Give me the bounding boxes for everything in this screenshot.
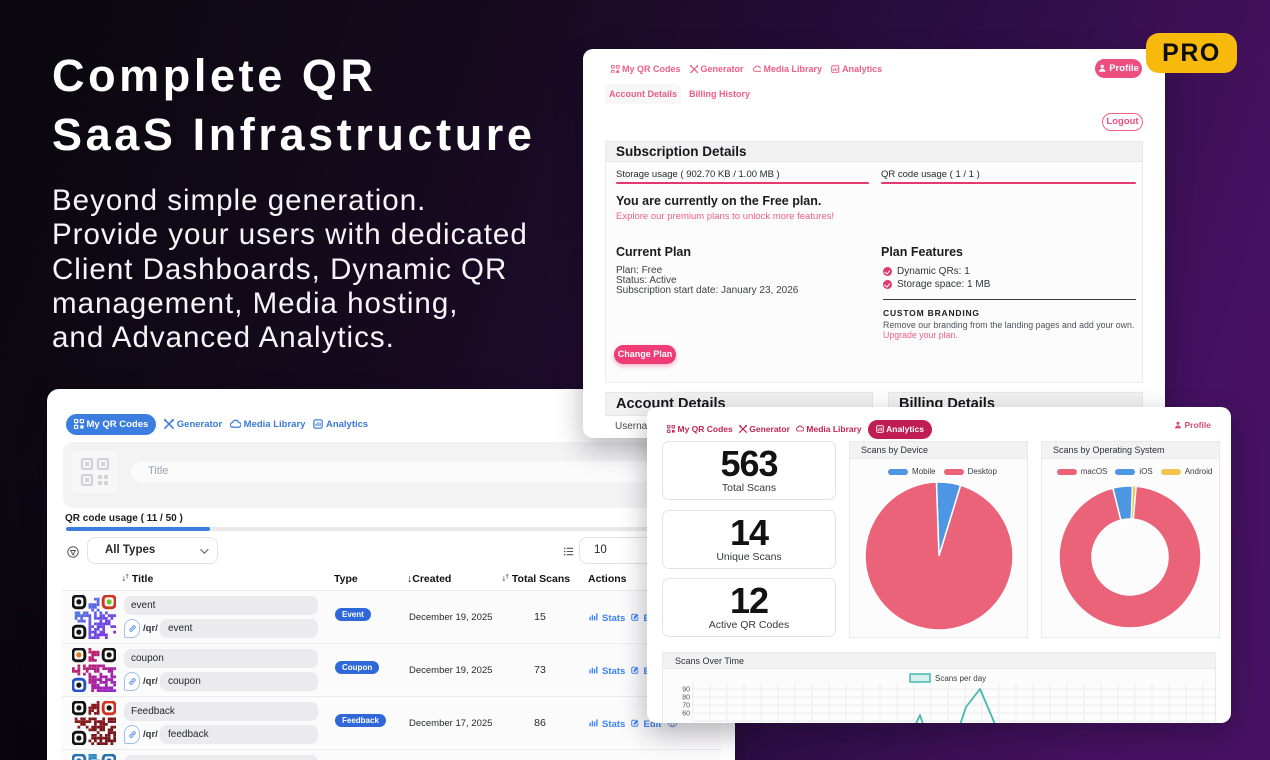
svg-text:90: 90 <box>682 687 690 694</box>
svg-text:80: 80 <box>682 695 690 702</box>
svg-text:60: 60 <box>682 711 690 718</box>
svg-text:Scans per day: Scans per day <box>935 674 986 683</box>
svg-text:70: 70 <box>682 703 690 710</box>
